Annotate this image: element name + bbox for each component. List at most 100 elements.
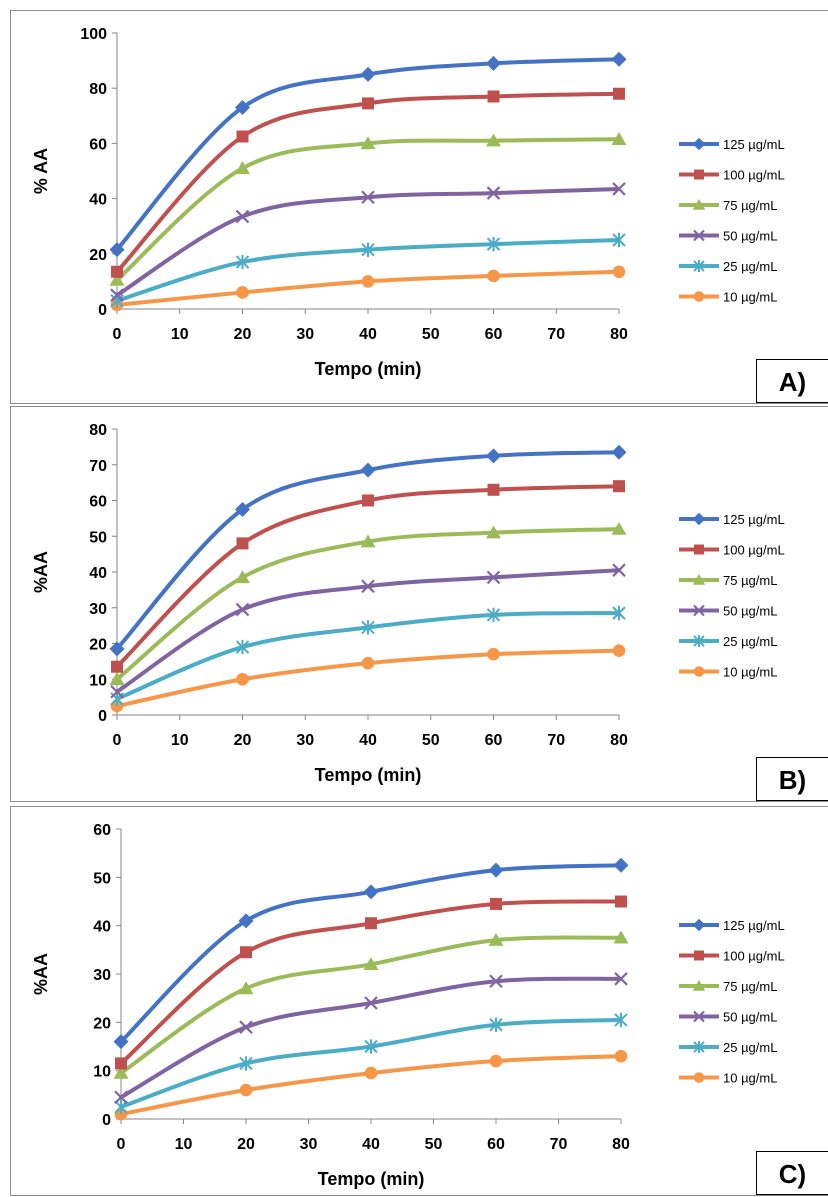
- data-point: [114, 1099, 128, 1115]
- x-tick-label: 70: [547, 326, 565, 343]
- data-point: [110, 684, 124, 699]
- legend-label: 25 µg/mL: [723, 1040, 777, 1055]
- x-tick-label: 10: [171, 326, 189, 343]
- data-point: [489, 974, 503, 989]
- y-tick-label: 60: [93, 822, 111, 839]
- data-point: [235, 639, 250, 655]
- x-tick-label: 0: [113, 326, 122, 343]
- y-tick-label: 50: [93, 870, 111, 887]
- data-point: [486, 133, 501, 147]
- legend-marker: [693, 291, 705, 302]
- data-point: [236, 537, 249, 550]
- x-tick-label: 40: [362, 1136, 380, 1153]
- y-tick-label: 10: [89, 672, 107, 689]
- x-tick-label: 60: [487, 1136, 505, 1153]
- data-point: [235, 602, 250, 617]
- data-point: [489, 1017, 503, 1032]
- legend-label: 50 µg/mL: [723, 229, 777, 244]
- x-tick-label: 40: [359, 732, 377, 749]
- data-point: [235, 161, 250, 174]
- data-point: [361, 242, 375, 257]
- data-point: [236, 130, 249, 143]
- y-tick-label: 30: [89, 601, 107, 618]
- chart-b-svg: 0 10 20 30 40 50 60 70 80 0 10 20 30 40 50 60 70 80 Tempo …: [31, 422, 785, 785]
- panel-label-b: B): [756, 757, 828, 801]
- data-point: [236, 286, 249, 299]
- legend-marker: [693, 635, 705, 647]
- data-point: [115, 1057, 127, 1070]
- x-tick-label: 70: [550, 1136, 568, 1153]
- data-point: [361, 275, 375, 288]
- y-axis-title: % AA: [31, 148, 51, 194]
- x-tick-label: 80: [610, 326, 628, 343]
- data-point: [360, 66, 376, 82]
- data-point: [486, 570, 501, 585]
- data-point: [238, 913, 254, 929]
- legend-label: 100 µg/mL: [723, 949, 785, 964]
- data-point: [109, 641, 125, 657]
- legend-marker: [693, 604, 705, 617]
- data-point: [487, 90, 500, 103]
- y-tick-label: 30: [93, 967, 111, 984]
- legend-marker: [692, 512, 706, 526]
- legend-label: 10 µg/mL: [723, 1071, 777, 1086]
- legend-label: 100 µg/mL: [723, 168, 785, 183]
- series-line: [115, 527, 620, 681]
- series-line: [120, 1054, 622, 1117]
- data-point: [486, 236, 501, 252]
- legend-label: 25 µg/mL: [723, 634, 777, 649]
- y-tick-label: 80: [89, 81, 107, 98]
- data-point: [364, 1066, 378, 1080]
- data-point: [611, 521, 627, 535]
- legend-marker: [693, 1072, 705, 1083]
- data-point: [486, 607, 501, 623]
- data-point: [486, 186, 501, 200]
- legend-label: 75 µg/mL: [723, 979, 777, 994]
- legend-label: 50 µg/mL: [723, 604, 777, 619]
- data-point: [488, 932, 504, 946]
- legend-label: 10 µg/mL: [723, 665, 777, 680]
- legend-marker: [693, 229, 705, 242]
- data-point: [612, 563, 626, 577]
- x-tick-label: 50: [422, 326, 440, 343]
- y-tick-label: 60: [89, 136, 107, 153]
- y-tick-label: 80: [89, 422, 107, 439]
- y-tick-label: 100: [80, 26, 107, 43]
- panel-label-a: A): [756, 359, 828, 403]
- chart-panel-a: 0 20 40 60 80 100 0 10 20 30 40 50 60 70 80 Tempo (min)…: [10, 10, 828, 404]
- x-tick-label: 10: [175, 1136, 193, 1153]
- data-point: [363, 884, 379, 900]
- data-point: [614, 1049, 628, 1063]
- data-point: [362, 494, 374, 507]
- legend-label: 75 µg/mL: [723, 573, 777, 588]
- chart-panel-c: 0 10 20 30 40 50 60 0 10 20 30 40 50 60 70 80 Tempo (min…: [10, 806, 828, 1196]
- legend-label: 125 µg/mL: [723, 137, 785, 152]
- legend-label: 125 µg/mL: [723, 918, 785, 933]
- data-point: [613, 87, 625, 100]
- data-point: [488, 862, 504, 878]
- data-point: [235, 254, 250, 270]
- data-point: [361, 190, 375, 204]
- data-point: [615, 895, 627, 908]
- data-point: [109, 272, 125, 286]
- data-point: [612, 232, 626, 248]
- y-tick-label: 20: [93, 1015, 111, 1032]
- series-line: [120, 1017, 622, 1109]
- chart-panel-b: 0 10 20 30 40 50 60 70 80 0 10 20 30 40 50 60 70 80 Tempo …: [10, 406, 828, 802]
- data-point: [239, 1083, 253, 1097]
- data-point: [238, 981, 254, 995]
- data-point: [235, 501, 250, 517]
- y-tick-label: 50: [89, 529, 107, 546]
- data-point: [611, 51, 627, 67]
- y-tick-label: 40: [89, 565, 107, 582]
- data-point: [111, 265, 123, 278]
- y-tick-label: 0: [98, 302, 107, 319]
- y-axis-title: %AA: [31, 953, 51, 995]
- data-point: [235, 570, 250, 584]
- data-point: [612, 644, 626, 657]
- data-point: [361, 620, 375, 635]
- x-tick-label: 50: [425, 1136, 443, 1153]
- data-point: [487, 269, 500, 283]
- data-point: [113, 1034, 129, 1050]
- x-axis-title: Tempo (min): [315, 359, 422, 379]
